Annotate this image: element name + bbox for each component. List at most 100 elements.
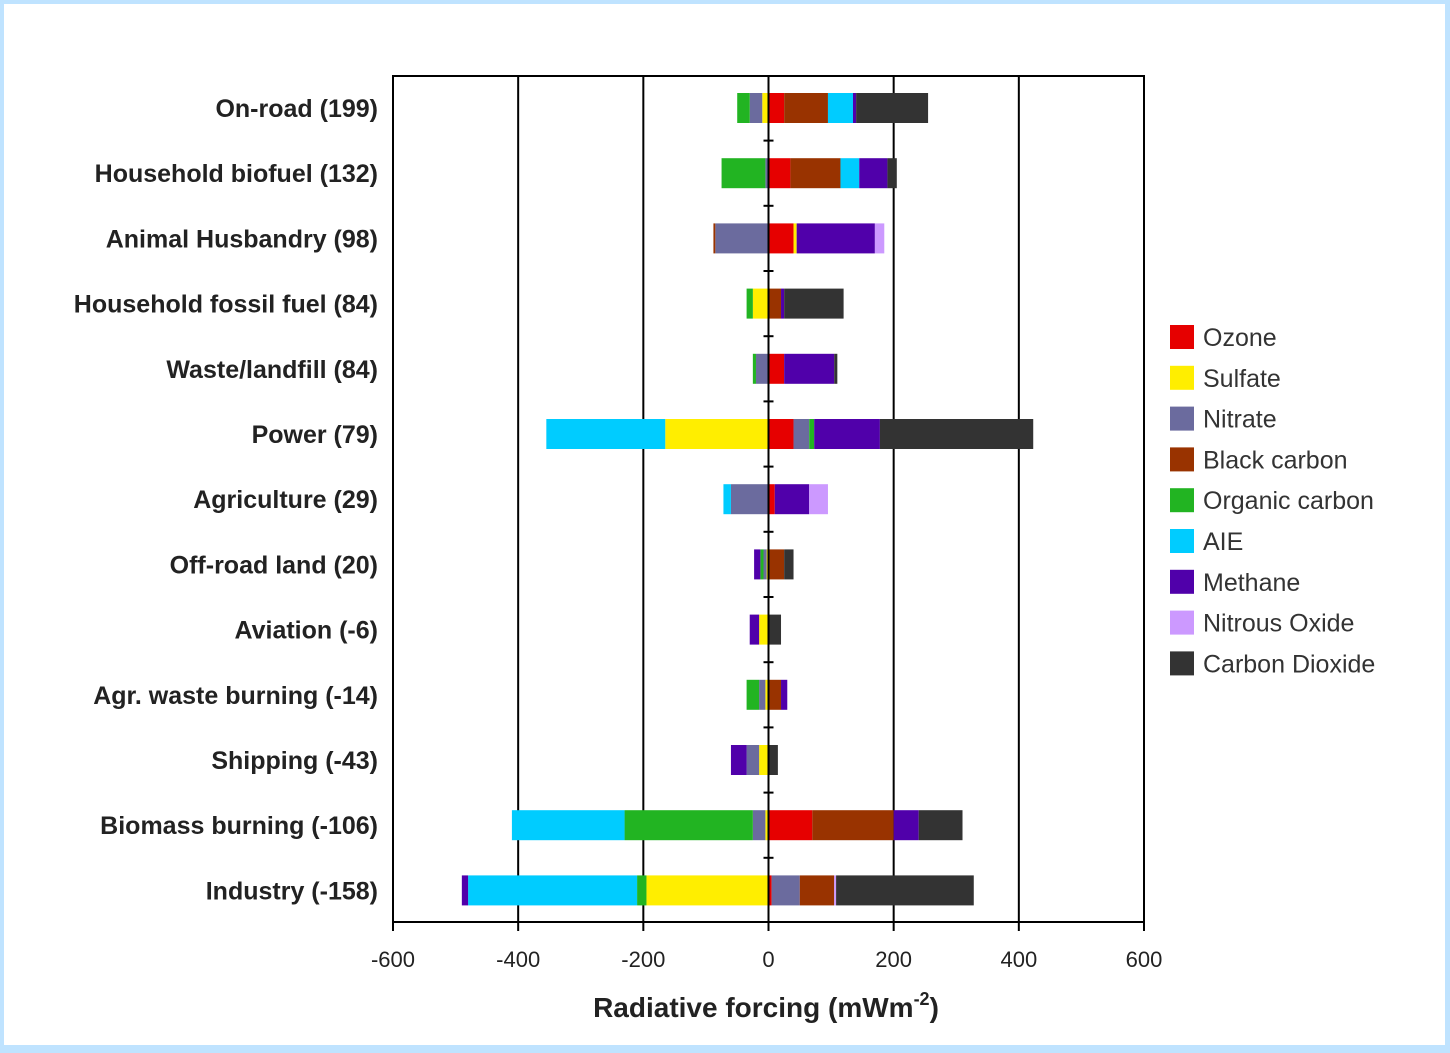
bar-segment-ozone <box>768 484 775 515</box>
bar-segment-aie <box>840 158 860 189</box>
bar-segment-carbon-dioxide <box>768 745 778 775</box>
bar-segment-carbon-dioxide <box>918 810 963 841</box>
bar-segment-carbon-dioxide <box>834 353 838 384</box>
bar-segment-nitrous-oxide <box>834 875 837 906</box>
bar-segment-aie <box>511 810 625 841</box>
bar-segment-black-carbon <box>790 158 841 189</box>
bar-segment-organic-carbon <box>721 158 766 189</box>
bar-segment-methane <box>796 223 875 254</box>
bar-segment-organic-carbon <box>760 549 764 580</box>
legend: Ozone Sulfate Nitrate Black carbon Organic c… <box>1170 324 1375 678</box>
bar-segment-nitrate <box>765 158 769 189</box>
bar-segment-ozone <box>768 419 794 449</box>
category-label: Waste/landfill (84) <box>166 356 378 384</box>
bar-segment-organic-carbon <box>624 810 753 841</box>
x-tick-label: 600 <box>1126 947 1163 972</box>
bar-segment-sulfate <box>752 288 769 319</box>
bar-segment-methane <box>814 419 880 449</box>
bar-segment-nitrate <box>763 549 767 580</box>
bar-segment-carbon-dioxide <box>784 549 794 580</box>
category-label: Agr. waste burning (-14) <box>93 682 378 710</box>
bar-segment-organic-carbon <box>737 93 750 123</box>
bar-segment-ozone <box>768 223 794 254</box>
bar-segment-nitrate <box>730 484 769 515</box>
bar-segment-sulfate <box>765 810 769 841</box>
legend-label: Carbon Dioxide <box>1203 650 1375 678</box>
bar-segment-nitrate <box>715 223 769 254</box>
bar-segment-sulfate <box>759 745 769 775</box>
legend-swatch <box>1170 365 1194 390</box>
legend-label: Nitrate <box>1203 406 1277 434</box>
bar-segment-methane <box>774 484 810 515</box>
bar-segment-sulfate <box>759 614 769 645</box>
bar-segment-black-carbon <box>768 549 785 580</box>
bar-segment-methane <box>781 288 785 319</box>
bar-segment-nitrate <box>749 93 763 123</box>
bar-segment-methane <box>852 93 857 123</box>
category-label: Biomass burning (-106) <box>100 812 378 840</box>
bar-segment-nitrate <box>755 353 769 384</box>
category-label: Off-road land (20) <box>170 551 378 579</box>
bar-segment-nitrate <box>771 875 800 906</box>
bar-segment-methane <box>859 158 888 189</box>
x-tick-label: -400 <box>496 947 540 972</box>
bar-segment-carbon-dioxide <box>784 288 844 319</box>
bar-segment-ozone <box>768 875 772 906</box>
bar-segment-aie <box>723 484 731 515</box>
bar-segment-methane <box>893 810 919 841</box>
bar-segment-ozone <box>768 158 791 189</box>
legend-swatch <box>1170 610 1194 635</box>
bar-segment-black-carbon <box>799 875 835 906</box>
legend-swatch <box>1170 651 1194 676</box>
bar-segment-organic-carbon <box>746 679 760 710</box>
x-tick-label: 0 <box>762 947 774 972</box>
bar-segment-carbon-dioxide <box>836 875 974 906</box>
category-label: Household fossil fuel (84) <box>74 291 378 319</box>
legend-label: Sulfate <box>1203 365 1281 393</box>
bar-segment-methane <box>730 745 747 775</box>
legend-label: Ozone <box>1203 324 1277 352</box>
category-label: Industry (-158) <box>206 877 378 905</box>
legend-label: Organic carbon <box>1203 487 1374 515</box>
bar-segment-nitrous-oxide <box>874 223 885 254</box>
bar-segment-sulfate <box>765 679 769 710</box>
legend-swatch <box>1170 488 1194 513</box>
bar-segment-black-carbon <box>768 679 782 710</box>
bar-segment-carbon-dioxide <box>768 614 782 645</box>
bar-segment-organic-carbon <box>809 419 815 449</box>
bar-segment-nitrous-oxide <box>809 484 828 515</box>
x-tick-label: -200 <box>621 947 665 972</box>
legend-label: Black carbon <box>1203 446 1348 474</box>
bar-segment-black-carbon <box>812 810 894 841</box>
bar-segment-carbon-dioxide <box>856 93 929 123</box>
bar-segment-organic-carbon <box>637 875 647 906</box>
bar-segment-ozone <box>768 353 785 384</box>
bar-segment-methane <box>754 549 761 580</box>
category-label: Animal Husbandry (98) <box>106 225 378 253</box>
bar-segment-nitrate <box>793 419 810 449</box>
legend-swatch <box>1170 447 1194 472</box>
legend-swatch <box>1170 406 1194 431</box>
bar-segment-sulfate <box>793 223 797 254</box>
bar-segment-nitrate <box>759 679 766 710</box>
bar-segment-aie <box>468 875 638 906</box>
category-label: Agriculture (29) <box>193 486 378 514</box>
legend-label: Methane <box>1203 569 1300 597</box>
bar-segment-sulfate <box>762 93 769 123</box>
bar-segment-black-carbon <box>768 288 782 319</box>
legend-label: Nitrous Oxide <box>1203 610 1354 638</box>
x-axis-title: Radiative forcing (mWm-2) <box>593 989 939 1023</box>
x-tick-label: 400 <box>1000 947 1037 972</box>
bar-segment-methane <box>784 353 835 384</box>
category-label: On-road (199) <box>215 95 378 123</box>
bar-segment-methane <box>461 875 469 906</box>
bar-segment-sulfate <box>646 875 769 906</box>
legend-label: AIE <box>1203 528 1243 556</box>
category-label: Shipping (-43) <box>211 747 378 775</box>
bar-segment-aie <box>827 93 853 123</box>
bar-segment-methane <box>749 614 760 645</box>
category-label: Aviation (-6) <box>234 617 378 645</box>
bar-segment-sulfate <box>665 419 769 449</box>
bar-segment-methane <box>781 679 788 710</box>
